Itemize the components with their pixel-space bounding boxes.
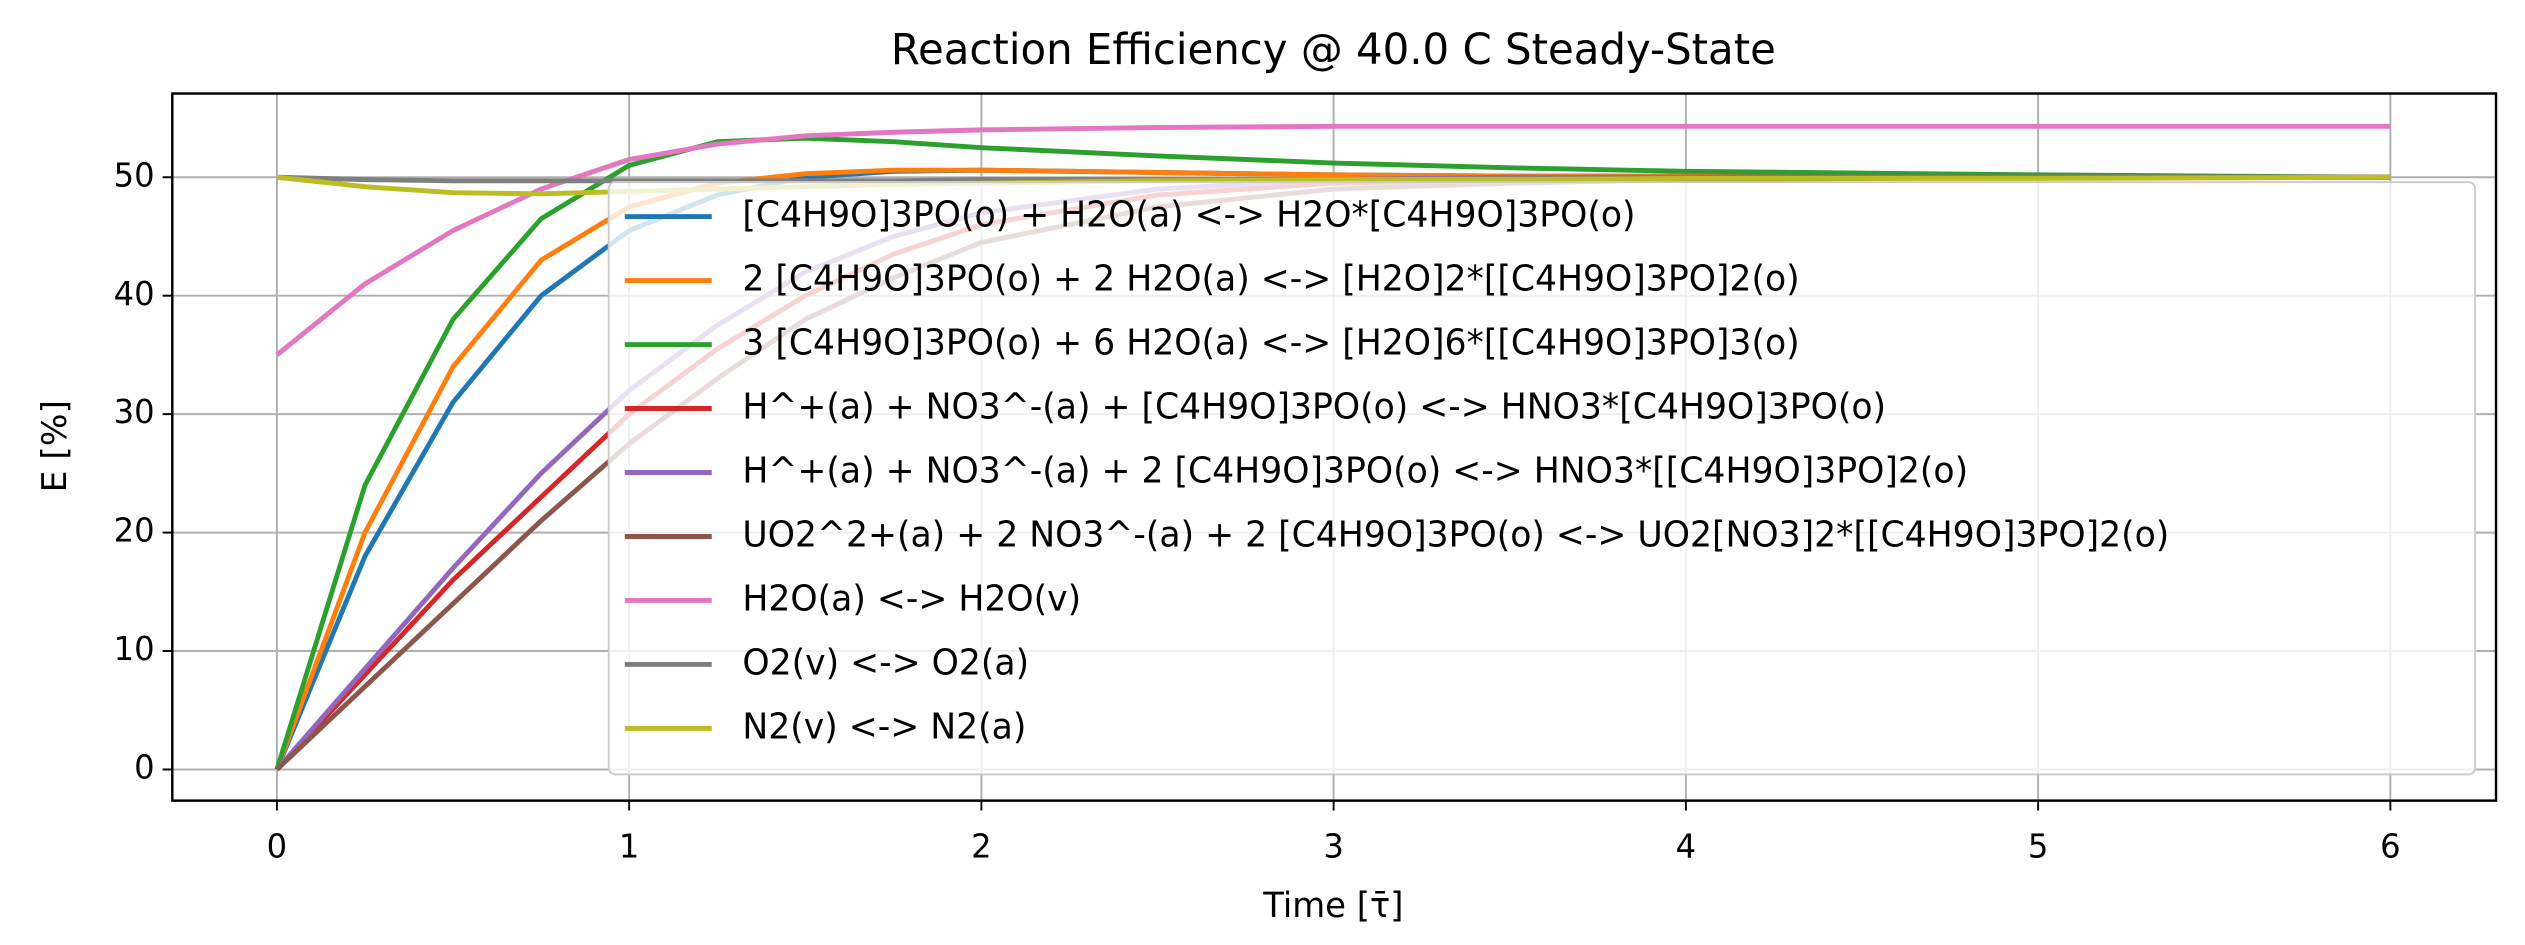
legend-label: N2(v) <-> N2(a) <box>742 707 1026 747</box>
chart-title: Reaction Efficiency @ 40.0 C Steady-Stat… <box>891 25 1776 74</box>
x-tick-label: 0 <box>267 827 287 865</box>
y-tick-label: 50 <box>114 156 155 194</box>
x-tick-label: 1 <box>619 827 639 865</box>
x-tick-label: 6 <box>2380 827 2400 865</box>
legend-box <box>607 181 2477 776</box>
legend-label: H^+(a) + NO3^-(a) + [C4H9O]3PO(o) <-> HN… <box>742 387 1886 427</box>
plot-frame <box>171 92 2498 802</box>
x-tick-label: 5 <box>2028 827 2048 865</box>
y-tick-label: 30 <box>114 393 155 431</box>
x-tick-label: 2 <box>971 827 991 865</box>
legend-label: 2 [C4H9O]3PO(o) + 2 H2O(a) <-> [H2O]2*[[… <box>742 259 1799 299</box>
y-axis-label: E [%] <box>35 400 75 492</box>
y-tick-label: 10 <box>114 630 155 668</box>
y-tick-label: 0 <box>134 748 154 786</box>
legend-label: H2O(a) <-> H2O(v) <box>742 579 1081 619</box>
legend-label: 3 [C4H9O]3PO(o) + 6 H2O(a) <-> [H2O]6*[[… <box>742 323 1799 363</box>
legend-label: [C4H9O]3PO(o) + H2O(a) <-> H2O*[C4H9O]3P… <box>742 195 1635 235</box>
y-tick-label: 40 <box>114 275 155 313</box>
x-axis-label: Time [τ̄] <box>1262 886 1403 926</box>
legend-label: H^+(a) + NO3^-(a) + 2 [C4H9O]3PO(o) <-> … <box>742 451 1968 491</box>
series-line <box>275 123 2391 357</box>
x-tick-label: 4 <box>1676 827 1696 865</box>
x-tick-label: 3 <box>1323 827 1343 865</box>
legend-label: O2(v) <-> O2(a) <box>742 643 1029 683</box>
y-tick-label: 20 <box>114 511 155 549</box>
legend: [C4H9O]3PO(o) + H2O(a) <-> H2O*[C4H9O]3P… <box>607 181 2477 776</box>
legend-label: UO2^2+(a) + 2 NO3^-(a) + 2 [C4H9O]3PO(o)… <box>742 515 2169 555</box>
series-line <box>274 135 2391 771</box>
